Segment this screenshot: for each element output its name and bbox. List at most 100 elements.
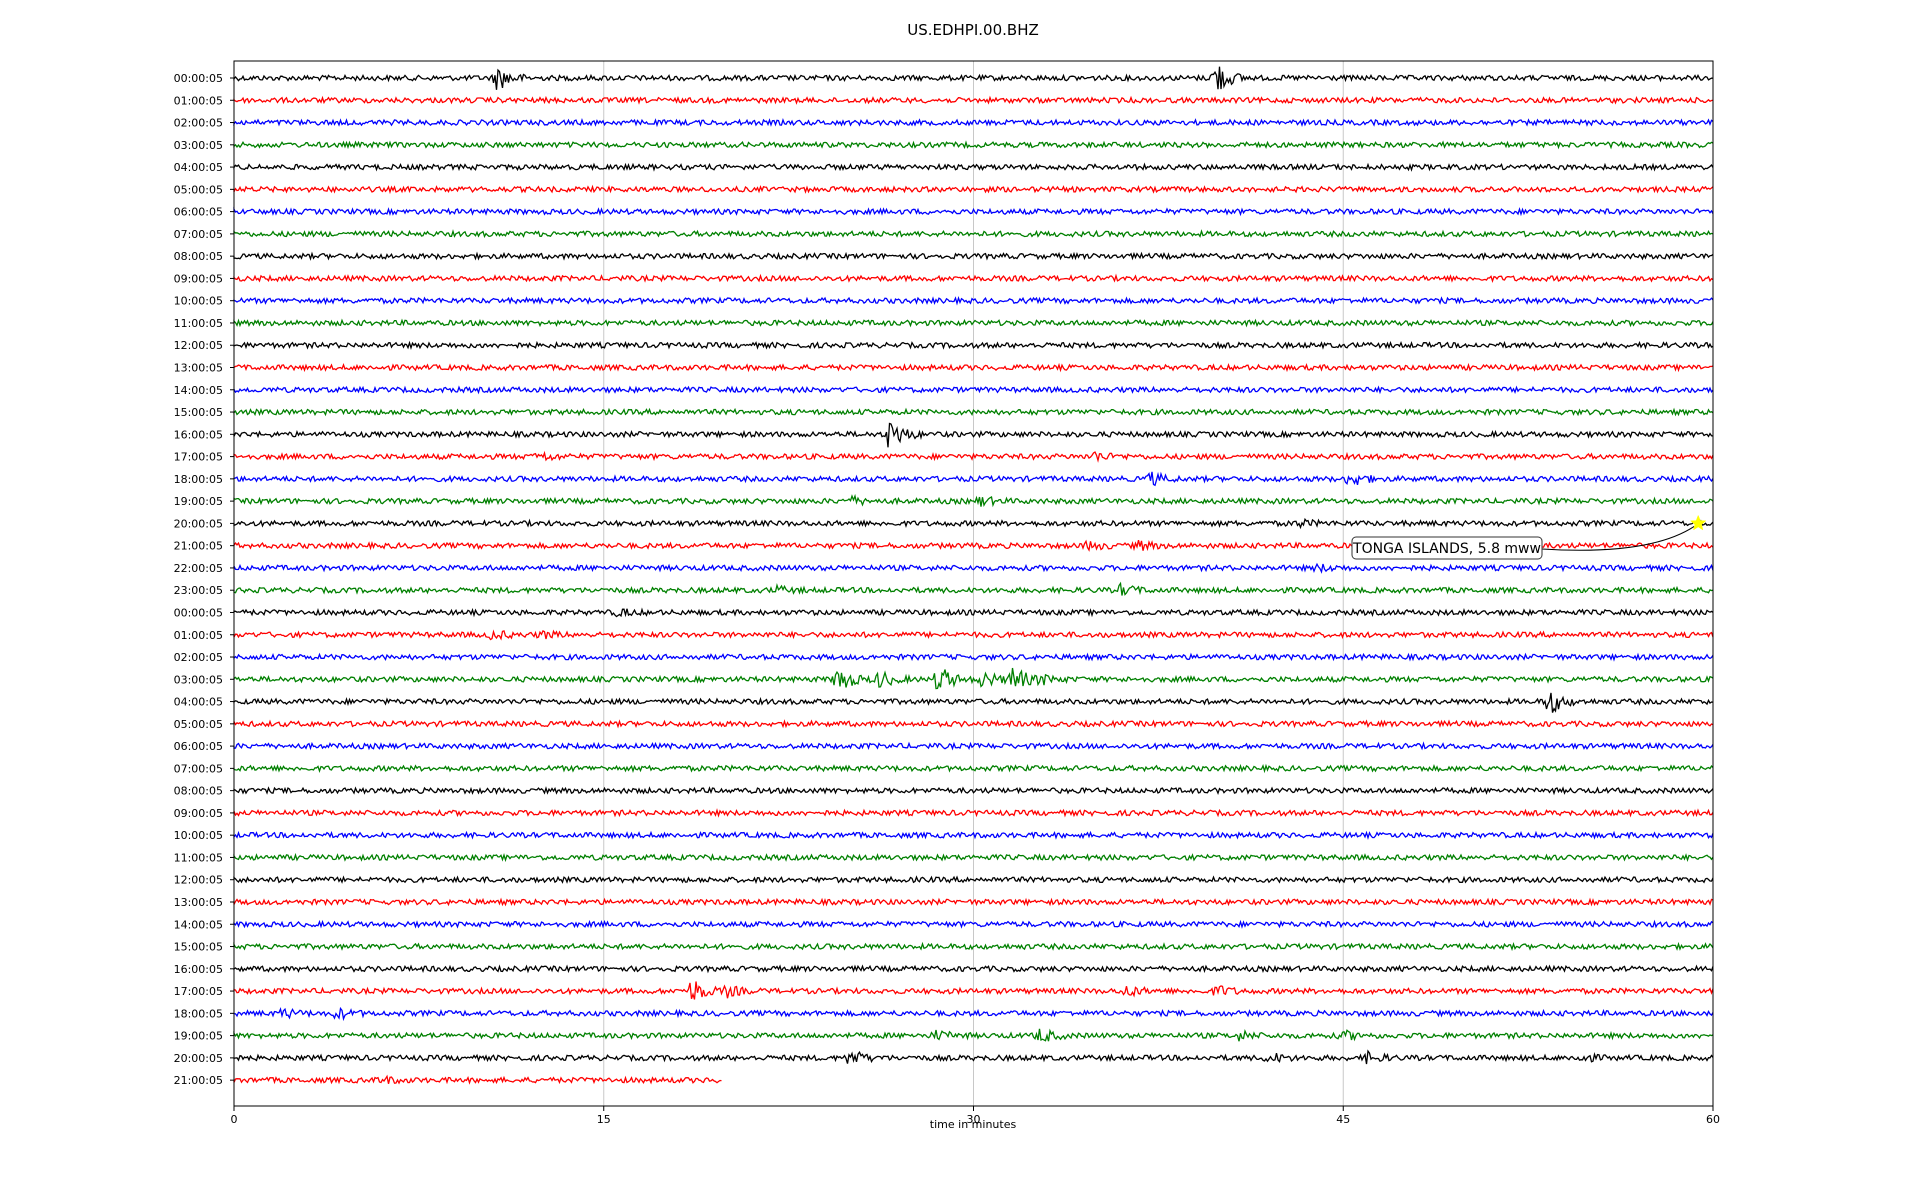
trace-line [233, 964, 1714, 974]
row-time-label: 18:00:05 [174, 473, 223, 486]
trace-line [233, 66, 1714, 90]
row-time-label: 05:00:05 [174, 718, 223, 731]
trace-line [233, 273, 1714, 284]
row-time-label: 06:00:05 [174, 206, 223, 219]
row-time-label: 08:00:05 [174, 250, 223, 263]
row-time-label: 21:00:05 [174, 540, 223, 553]
row-time-label: 00:00:05 [174, 72, 223, 85]
trace-line [233, 1074, 722, 1085]
row-time-label: 08:00:05 [174, 785, 223, 798]
row-time-label: 01:00:05 [174, 629, 223, 642]
row-time-label: 06:00:05 [174, 740, 223, 753]
trace-line [233, 581, 1714, 596]
row-time-label: 10:00:05 [174, 295, 223, 308]
annotation-label: TONGA ISLANDS, 5.8 mww [1352, 541, 1541, 557]
row-time-label: 07:00:05 [174, 228, 223, 241]
row-time-label: 01:00:05 [174, 94, 223, 107]
grid-lines [603, 61, 1344, 1106]
row-time-label: 23:00:05 [174, 584, 223, 597]
trace-line [233, 318, 1714, 328]
row-time-label: 03:00:05 [174, 139, 223, 152]
row-time-labels: 00:00:05 01:00:05 02:00:05 03:00:05 04:00:05… [174, 72, 234, 1087]
x-axis: 0 15 30 45 60 [231, 1106, 1720, 1126]
row-time-label: 05:00:05 [174, 183, 223, 196]
trace-line [233, 741, 1714, 751]
row-time-label: 19:00:05 [174, 495, 223, 508]
annotation-box [1351, 536, 1543, 560]
trace-line [233, 251, 1714, 261]
row-time-label: 19:00:05 [174, 1030, 223, 1043]
trace-line [233, 852, 1714, 863]
trace-line [233, 162, 1714, 172]
row-time-label: 20:00:05 [174, 1052, 223, 1065]
trace-line [233, 1049, 1714, 1065]
trace-line [233, 362, 1714, 373]
row-time-label: 14:00:05 [174, 384, 223, 397]
trace-line [233, 830, 1714, 841]
x-tick-label: 45 [1336, 1113, 1350, 1126]
trace-line [233, 229, 1714, 239]
row-time-label: 22:00:05 [174, 562, 223, 575]
trace-line [233, 763, 1714, 774]
trace-line [233, 1028, 1714, 1042]
row-time-label: 07:00:05 [174, 762, 223, 775]
trace-line [233, 450, 1714, 463]
row-time-label: 04:00:05 [174, 696, 223, 709]
row-time-label: 16:00:05 [174, 428, 223, 441]
row-time-label: 21:00:05 [174, 1074, 223, 1087]
trace-line [233, 719, 1714, 729]
x-tick-label: 60 [1706, 1113, 1720, 1126]
trace-line [233, 385, 1714, 395]
annotation-connector [1541, 525, 1695, 551]
row-time-label: 12:00:05 [174, 339, 223, 352]
row-time-label: 02:00:05 [174, 651, 223, 664]
trace-line [233, 941, 1714, 952]
row-time-label: 20:00:05 [174, 517, 223, 530]
row-time-label: 04:00:05 [174, 161, 223, 174]
event-annotation: TONGA ISLANDS, 5.8 mww [1351, 514, 1707, 560]
row-time-label: 15:00:05 [174, 941, 223, 954]
trace-line [233, 422, 1714, 448]
row-time-label: 11:00:05 [174, 317, 223, 330]
trace-line [233, 471, 1714, 487]
row-time-label: 13:00:05 [174, 896, 223, 909]
trace-line [233, 95, 1714, 105]
row-time-label: 10:00:05 [174, 829, 223, 842]
row-time-label: 16:00:05 [174, 963, 223, 976]
trace-line [233, 562, 1714, 574]
trace-line [233, 652, 1714, 662]
trace-line [233, 340, 1714, 350]
trace-line [233, 875, 1714, 885]
trace-line [233, 295, 1714, 306]
trace-line [233, 629, 1714, 641]
x-tick-label: 15 [597, 1113, 611, 1126]
row-time-label: 18:00:05 [174, 1007, 223, 1020]
row-time-label: 11:00:05 [174, 851, 223, 864]
trace-line [233, 184, 1714, 195]
trace-line [233, 919, 1714, 929]
trace-lines [233, 66, 1714, 1085]
trace-line [233, 1006, 1714, 1022]
row-time-label: 00:00:05 [174, 606, 223, 619]
event-star-marker [1689, 514, 1707, 531]
row-time-label: 12:00:05 [174, 874, 223, 887]
trace-line [233, 667, 1714, 690]
trace-line [233, 808, 1714, 818]
trace-line [233, 117, 1714, 128]
trace-line [233, 140, 1714, 150]
x-tick-label: 30 [967, 1113, 981, 1126]
trace-line [233, 493, 1714, 508]
x-tick-label: 0 [231, 1113, 238, 1126]
row-time-label: 09:00:05 [174, 807, 223, 820]
row-time-label: 09:00:05 [174, 272, 223, 285]
row-time-label: 17:00:05 [174, 985, 223, 998]
row-time-label: 13:00:05 [174, 362, 223, 375]
x-axis-label: time in minutes [930, 1118, 1017, 1131]
row-time-label: 15:00:05 [174, 406, 223, 419]
trace-line [233, 607, 1714, 618]
trace-line [233, 206, 1714, 217]
row-time-label: 02:00:05 [174, 117, 223, 130]
row-time-label: 17:00:05 [174, 451, 223, 464]
trace-line [233, 897, 1714, 907]
trace-line [233, 517, 1714, 530]
